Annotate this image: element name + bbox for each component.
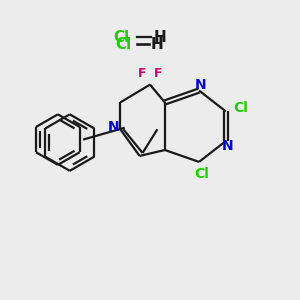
Text: N: N xyxy=(108,120,120,134)
Text: Cl: Cl xyxy=(114,30,130,45)
Text: N: N xyxy=(221,140,233,153)
Text: Cl: Cl xyxy=(194,167,209,182)
Text: H: H xyxy=(154,30,167,45)
Text: Cl: Cl xyxy=(115,37,131,52)
Text: F: F xyxy=(154,67,163,80)
Text: N: N xyxy=(195,78,206,92)
Text: H: H xyxy=(151,37,164,52)
Text: F: F xyxy=(137,67,146,80)
Text: Cl: Cl xyxy=(233,101,248,115)
